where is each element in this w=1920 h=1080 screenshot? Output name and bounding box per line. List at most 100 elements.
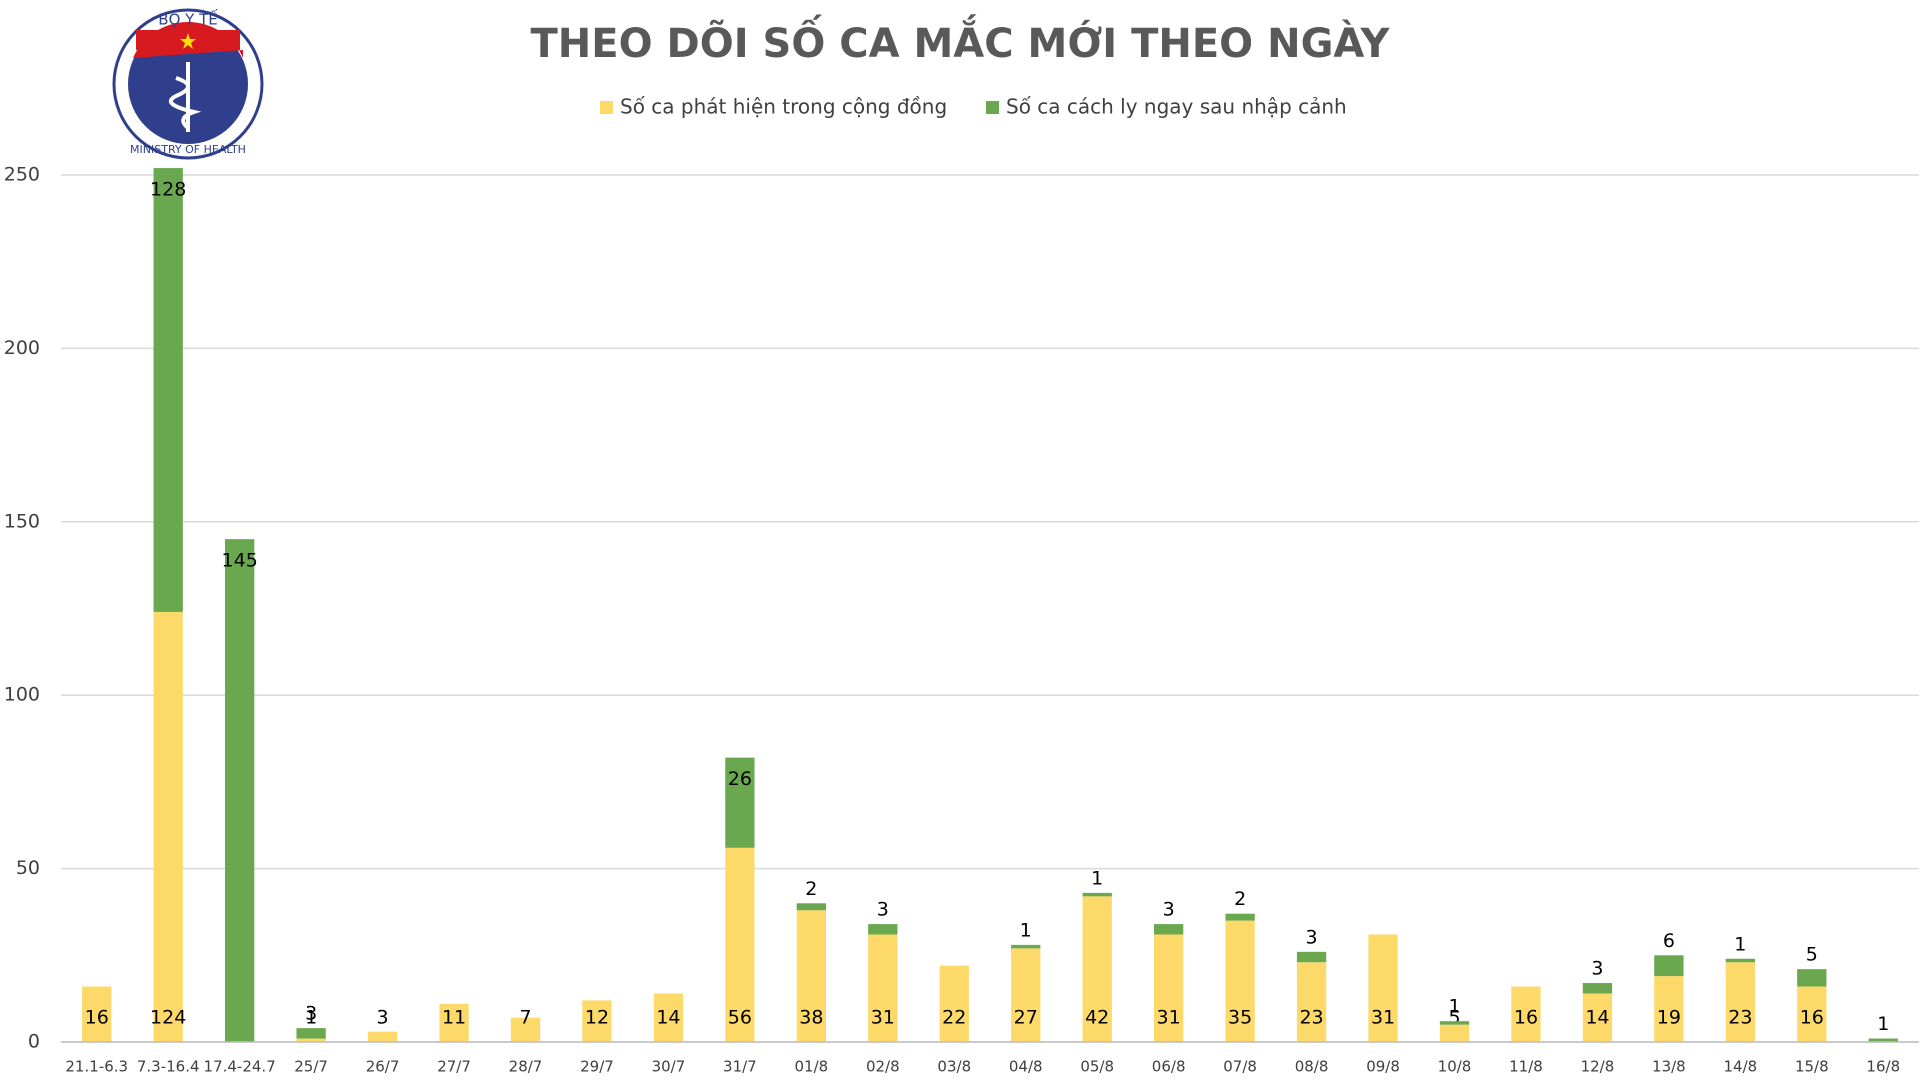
x-tick-label: 15/8 xyxy=(1795,1058,1829,1076)
bar-segment xyxy=(439,1003,469,1042)
bar-segment xyxy=(1797,986,1827,1042)
data-label: 23 xyxy=(1728,1007,1752,1029)
bar-segment xyxy=(1296,962,1327,1042)
bar-segment xyxy=(1011,944,1041,949)
data-label: 3 xyxy=(1306,926,1318,948)
bar-segment xyxy=(1225,920,1255,1042)
bar-segment xyxy=(868,934,898,1042)
x-tick-label: 27/7 xyxy=(437,1058,471,1076)
x-tick-label: 07/8 xyxy=(1223,1058,1257,1076)
data-label: 3 xyxy=(877,899,889,921)
bar-segment xyxy=(653,993,684,1042)
y-tick-label: 200 xyxy=(4,337,40,359)
x-tick-label: 08/8 xyxy=(1295,1058,1329,1076)
data-label: 3 xyxy=(377,1007,389,1029)
data-label: 27 xyxy=(1014,1007,1038,1029)
bar-segment xyxy=(939,965,969,1042)
x-tick-label: 06/8 xyxy=(1152,1058,1186,1076)
data-label: 31 xyxy=(1371,1007,1395,1029)
bar-segment xyxy=(1368,934,1398,1042)
bar-segment xyxy=(796,903,826,911)
legend-label: Số ca cách ly ngay sau nhập cảnh xyxy=(1006,95,1347,119)
data-label: 14 xyxy=(656,1007,680,1029)
bar-segment xyxy=(1868,1038,1898,1042)
bar-segment xyxy=(510,1017,541,1042)
bar-segment xyxy=(1296,951,1327,963)
data-label: 3 xyxy=(1591,958,1603,980)
x-tick-label: 25/7 xyxy=(294,1058,328,1076)
x-tick-label: 09/8 xyxy=(1366,1058,1400,1076)
x-tick-label: 04/8 xyxy=(1009,1058,1043,1076)
bar-segment xyxy=(1225,913,1255,921)
bar-segment xyxy=(1654,976,1684,1042)
x-tick-label: 01/8 xyxy=(795,1058,829,1076)
bar-segment xyxy=(725,847,755,1042)
bar-segment xyxy=(1725,962,1755,1042)
logo-bottom: MINISTRY OF HEALTH xyxy=(130,143,246,156)
y-tick-label: 0 xyxy=(28,1031,40,1053)
y-tick-label: 150 xyxy=(4,510,40,532)
y-tick-label: 100 xyxy=(4,684,40,706)
data-label: 14 xyxy=(1585,1007,1609,1029)
x-tick-label: 03/8 xyxy=(937,1058,971,1076)
x-tick-label: 17.4-24.7 xyxy=(204,1058,276,1076)
data-label: 11 xyxy=(442,1007,466,1029)
data-label: 56 xyxy=(728,1007,752,1029)
bar-segment xyxy=(225,539,255,1042)
bar-segment xyxy=(296,1038,326,1042)
data-label: 35 xyxy=(1228,1007,1252,1029)
x-tick-label: 13/8 xyxy=(1652,1058,1686,1076)
data-label: 31 xyxy=(871,1007,895,1029)
bar-segment xyxy=(367,1031,398,1042)
x-tick-label: 11/8 xyxy=(1509,1058,1543,1076)
bar-segment xyxy=(1082,892,1112,897)
bar-segment xyxy=(1797,969,1827,987)
data-label: 16 xyxy=(85,1007,109,1029)
bar-segment xyxy=(153,611,183,1042)
logo-star xyxy=(180,33,196,49)
bar-segment xyxy=(796,910,826,1042)
x-tick-label: 26/7 xyxy=(366,1058,400,1076)
data-label: 3 xyxy=(1163,899,1175,921)
data-label: 1 xyxy=(1091,867,1103,889)
bar-segment xyxy=(1511,986,1541,1042)
x-tick-label: 02/8 xyxy=(866,1058,900,1076)
legend-label: Số ca phát hiện trong cộng đồng xyxy=(620,95,947,119)
data-label: 26 xyxy=(728,768,752,790)
bar-segment xyxy=(1439,1021,1470,1025)
data-label: 3 xyxy=(305,1003,317,1025)
x-tick-label: 12/8 xyxy=(1581,1058,1615,1076)
bar-segment xyxy=(153,168,183,612)
data-label: 16 xyxy=(1800,1007,1824,1029)
x-tick-label: 30/7 xyxy=(652,1058,686,1076)
bar-segment xyxy=(725,757,755,848)
x-tick-label: 14/8 xyxy=(1724,1058,1758,1076)
y-tick-label: 50 xyxy=(16,857,40,879)
legend-swatch xyxy=(600,101,613,114)
data-label: 1 xyxy=(1448,996,1460,1018)
bar-segment xyxy=(82,986,112,1042)
bar-segment xyxy=(1011,948,1041,1042)
data-label: 42 xyxy=(1085,1007,1109,1029)
x-tick-label: 29/7 xyxy=(580,1058,614,1076)
data-label: 7 xyxy=(519,1007,531,1029)
x-tick-label: 28/7 xyxy=(509,1058,543,1076)
logo-top: BỘ Y TẾ xyxy=(158,8,218,29)
data-label: 19 xyxy=(1657,1007,1681,1029)
bar-segment xyxy=(582,1000,612,1042)
data-label: 23 xyxy=(1299,1007,1323,1029)
bar-segment xyxy=(1582,983,1613,994)
data-label: 2 xyxy=(1234,888,1246,910)
data-label: 124 xyxy=(150,1007,186,1029)
data-label: 1 xyxy=(1734,933,1746,955)
x-tick-label: 21.1-6.3 xyxy=(65,1058,128,1076)
data-label: 128 xyxy=(150,179,186,201)
bar-segment xyxy=(1082,896,1112,1042)
bar-segment xyxy=(1154,934,1184,1042)
bar-segment xyxy=(868,924,898,935)
data-label: 5 xyxy=(1806,944,1818,966)
data-label: 1 xyxy=(1877,1013,1889,1035)
bar-segment xyxy=(1725,958,1755,963)
y-tick-label: 250 xyxy=(4,164,40,186)
